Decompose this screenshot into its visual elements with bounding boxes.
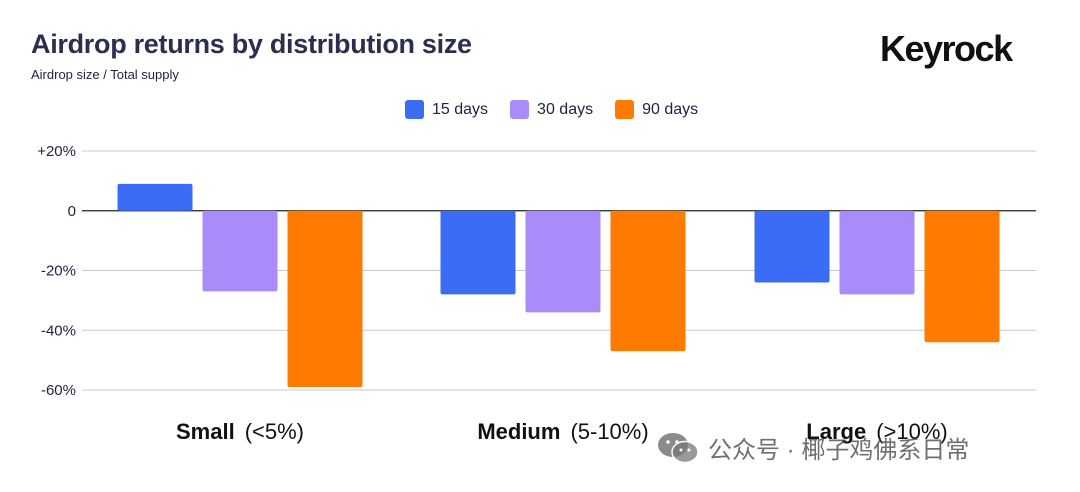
x-category-label: Large (>10%): [806, 419, 947, 444]
watermark-text: 公众号 · 椰子鸡佛系日常: [708, 437, 970, 464]
x-category-label: Small (<5%): [176, 419, 304, 444]
bar-large-90-days: [924, 210, 1000, 343]
chart-legend: 15 days 30 days 90 days: [405, 100, 698, 119]
legend-item-90-days: 90 days: [615, 100, 698, 119]
bar-small-30-days: [202, 210, 278, 292]
legend-item-15-days: 15 days: [405, 100, 488, 119]
watermark: 公众号 · 椰子鸡佛系日常: [656, 430, 969, 465]
bar-medium-30-days: [525, 210, 601, 313]
bar-medium-90-days: [610, 210, 686, 352]
y-tick-label: -20%: [41, 263, 76, 280]
legend-swatch-15-days: [405, 100, 424, 119]
bar-small-15-days: [117, 183, 193, 211]
brand-logo: Keyrock: [880, 28, 1013, 69]
bar-large-30-days: [839, 210, 915, 295]
x-category-label: Medium (5-10%): [477, 419, 648, 444]
legend-item-30-days: 30 days: [510, 100, 593, 119]
y-tick-label: -60%: [41, 382, 76, 399]
legend-label-90-days: 90 days: [642, 100, 699, 118]
bar-medium-15-days: [440, 210, 516, 295]
legend-label-15-days: 15 days: [432, 100, 489, 118]
bar-small-90-days: [287, 210, 363, 388]
chart-subtitle: Airdrop size / Total supply: [31, 67, 179, 82]
bar-large-15-days: [754, 210, 830, 283]
wechat-icon: [658, 432, 699, 463]
chart-title: Airdrop returns by distribution size: [31, 29, 472, 59]
legend-label-30-days: 30 days: [537, 100, 594, 118]
y-tick-label: +20%: [37, 143, 76, 160]
legend-swatch-90-days: [615, 100, 635, 119]
y-tick-label: 0: [68, 203, 76, 220]
y-tick-label: -40%: [41, 322, 76, 339]
legend-swatch-30-days: [510, 100, 530, 119]
